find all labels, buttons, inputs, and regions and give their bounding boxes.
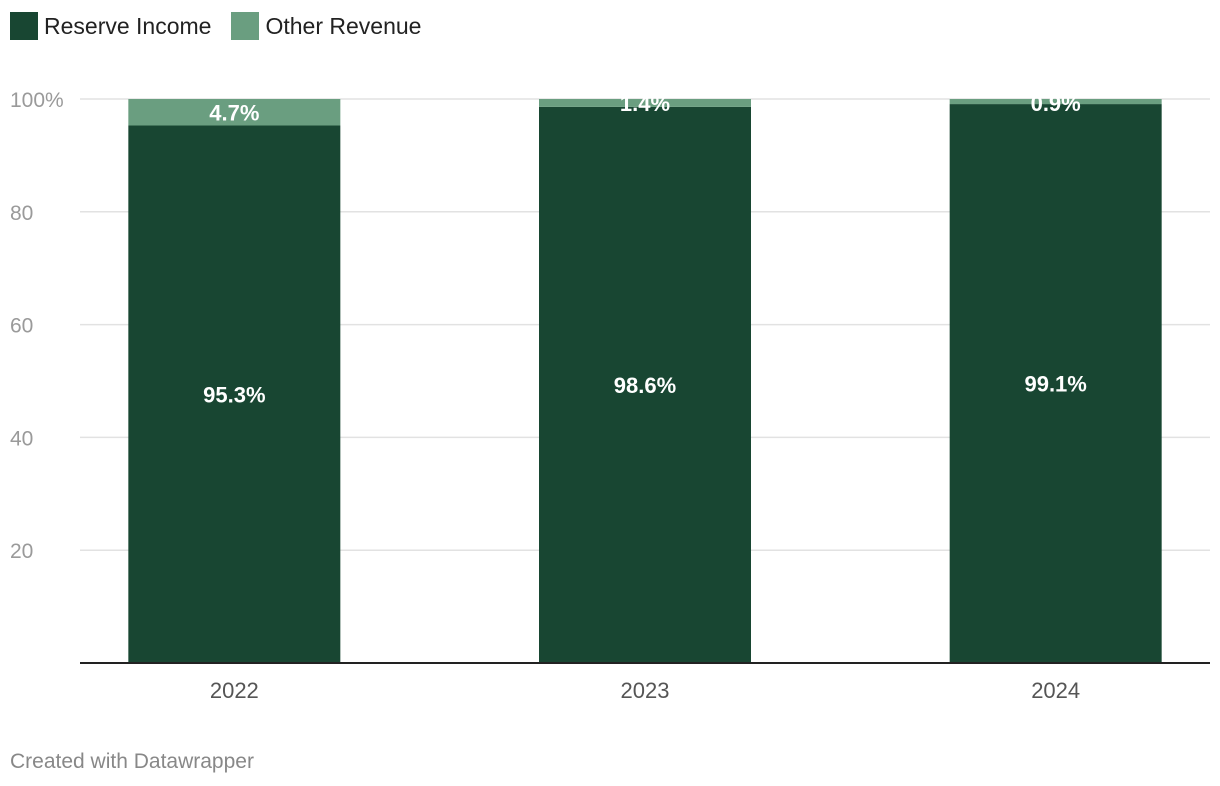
y-axis-ticks: 20 40 60 80 100% xyxy=(10,89,64,563)
legend-swatch-other-revenue xyxy=(231,12,260,40)
legend-label-other-revenue: Other Revenue xyxy=(265,12,422,39)
legend-item-other-revenue: Other Revenue xyxy=(231,12,421,40)
data-label: 1.4% xyxy=(620,91,670,116)
legend-label-reserve-income: Reserve Income xyxy=(44,12,212,39)
bar-segment xyxy=(949,104,1162,664)
bar-segment xyxy=(128,99,341,126)
x-tick-label: 2023 xyxy=(621,678,670,703)
x-tick-label: 2024 xyxy=(1031,678,1080,703)
data-label: 95.3% xyxy=(203,382,265,407)
bar-segment xyxy=(949,99,1162,105)
footer-credit: Created with Datawrapper xyxy=(10,750,254,773)
x-axis-labels: 2022 2023 2024 xyxy=(210,678,1080,703)
bar-segment xyxy=(128,125,341,664)
y-tick-label: 60 xyxy=(10,315,33,338)
bar-segment xyxy=(539,99,751,107)
y-tick-label: 20 xyxy=(10,540,33,563)
legend-item-reserve-income: Reserve Income xyxy=(10,12,211,40)
y-tick-label: 80 xyxy=(10,202,33,225)
data-label: 4.7% xyxy=(209,100,259,125)
data-label: 99.1% xyxy=(1024,372,1086,397)
data-label: 98.6% xyxy=(614,373,676,398)
bars: 95.3% 4.7% 98.6% 1.4% 99.1% 0.9% xyxy=(128,91,1162,664)
y-tick-label: 100% xyxy=(10,89,64,112)
y-tick-label: 40 xyxy=(10,427,33,450)
data-label: 0.9% xyxy=(1031,91,1081,116)
legend-swatch-reserve-income xyxy=(10,12,38,40)
chart-legend: Reserve Income Other Revenue xyxy=(10,12,441,40)
x-tick-label: 2022 xyxy=(210,678,259,703)
bar-segment xyxy=(539,106,751,663)
